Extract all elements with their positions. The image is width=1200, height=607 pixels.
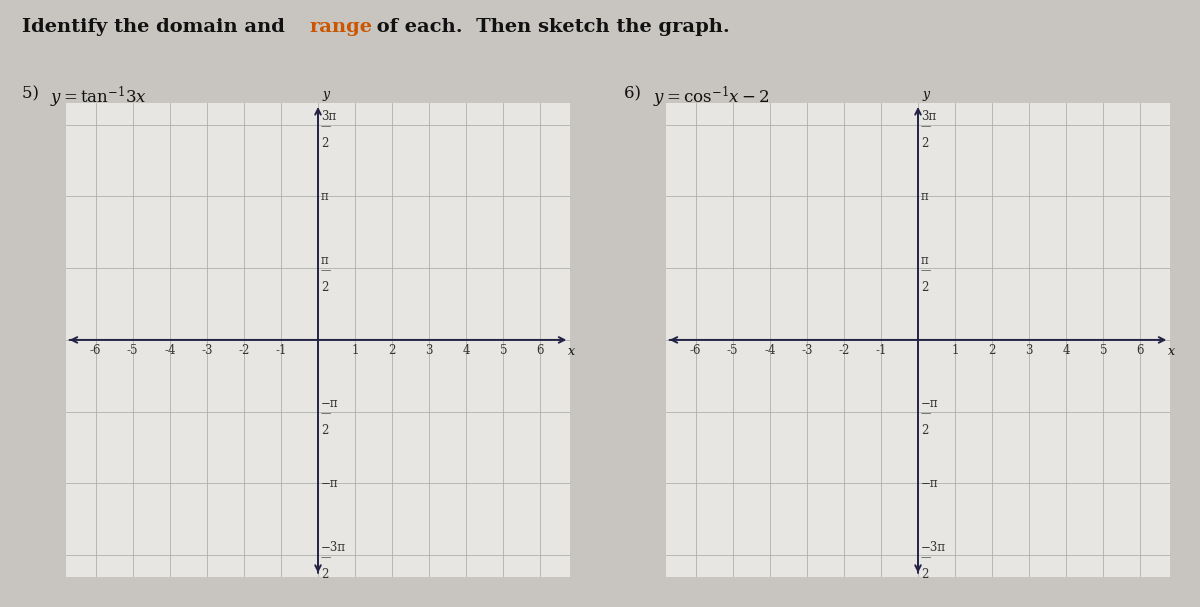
Text: —: —: [320, 553, 331, 562]
Text: 2: 2: [320, 424, 329, 438]
Text: —: —: [320, 123, 331, 132]
Text: π: π: [920, 190, 929, 203]
Text: 3π: 3π: [920, 110, 936, 123]
Text: −π: −π: [920, 477, 938, 490]
Text: −3π: −3π: [920, 541, 946, 554]
Text: 2: 2: [320, 281, 329, 294]
Text: π: π: [920, 254, 929, 267]
Text: -4: -4: [164, 344, 175, 356]
Text: —: —: [920, 123, 931, 132]
Text: —: —: [920, 266, 931, 275]
Text: π: π: [320, 190, 329, 203]
Text: −3π: −3π: [320, 541, 346, 554]
Text: 6): 6): [624, 85, 647, 102]
Text: —: —: [920, 410, 931, 418]
Text: -3: -3: [802, 344, 812, 356]
Text: -5: -5: [727, 344, 738, 356]
Text: —: —: [920, 553, 931, 562]
Text: 3: 3: [1026, 344, 1033, 356]
Text: 2: 2: [920, 138, 929, 151]
Text: 6: 6: [536, 344, 544, 356]
Text: 5: 5: [499, 344, 508, 356]
Text: 3π: 3π: [320, 110, 336, 123]
Text: range: range: [310, 18, 373, 36]
Text: 2: 2: [920, 424, 929, 438]
Text: -1: -1: [875, 344, 887, 356]
Text: -3: -3: [202, 344, 212, 356]
Text: 2: 2: [920, 281, 929, 294]
Text: 2: 2: [320, 138, 329, 151]
Text: 2: 2: [920, 568, 929, 581]
Text: Identify the domain and: Identify the domain and: [22, 18, 292, 36]
Text: -6: -6: [690, 344, 701, 356]
Text: y: y: [923, 88, 930, 101]
Text: 6: 6: [1136, 344, 1144, 356]
Text: —: —: [320, 410, 331, 418]
Text: 1: 1: [952, 344, 959, 356]
Text: —: —: [320, 266, 331, 275]
Text: 4: 4: [1062, 344, 1070, 356]
Text: 1: 1: [352, 344, 359, 356]
Text: x: x: [568, 345, 575, 358]
Text: −π: −π: [320, 477, 338, 490]
Text: -6: -6: [90, 344, 101, 356]
Text: -4: -4: [764, 344, 775, 356]
Text: -2: -2: [838, 344, 850, 356]
Text: of each.  Then sketch the graph.: of each. Then sketch the graph.: [370, 18, 730, 36]
Text: π: π: [320, 254, 329, 267]
Text: x: x: [1168, 345, 1175, 358]
Text: −π: −π: [320, 398, 338, 410]
Text: 2: 2: [320, 568, 329, 581]
Text: $y = \mathrm{tan}^{-1} 3x$: $y = \mathrm{tan}^{-1} 3x$: [50, 85, 148, 110]
Text: 4: 4: [462, 344, 470, 356]
Text: -5: -5: [127, 344, 138, 356]
Text: y: y: [323, 88, 330, 101]
Text: 2: 2: [389, 344, 396, 356]
Text: -2: -2: [238, 344, 250, 356]
Text: 5: 5: [1099, 344, 1108, 356]
Text: 5): 5): [22, 85, 44, 102]
Text: -1: -1: [275, 344, 287, 356]
Text: 2: 2: [989, 344, 996, 356]
Text: $y = \mathrm{cos}^{-1} x - 2$: $y = \mathrm{cos}^{-1} x - 2$: [653, 85, 769, 110]
Text: 3: 3: [426, 344, 433, 356]
Text: −π: −π: [920, 398, 938, 410]
